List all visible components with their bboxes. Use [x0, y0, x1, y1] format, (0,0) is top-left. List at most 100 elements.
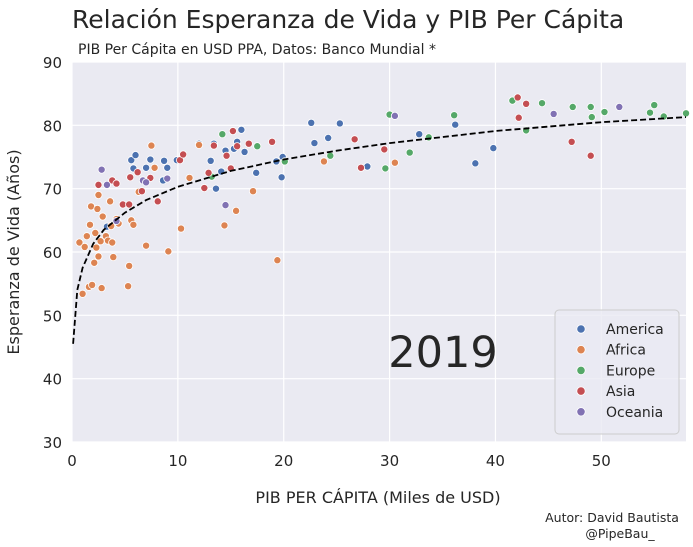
x-tick-label: 0 [67, 452, 77, 470]
y-tick-label: 80 [43, 117, 62, 135]
chart-title: Relación Esperanza de Vida y PIB Per Cáp… [72, 5, 624, 34]
point-asia [357, 163, 366, 172]
y-tick-label: 90 [43, 54, 62, 72]
point-africa [129, 220, 138, 229]
point-america [131, 151, 140, 160]
point-europe [450, 111, 459, 120]
y-tick-label: 60 [43, 244, 62, 262]
legend-label-africa: Africa [606, 343, 646, 359]
point-america [277, 173, 286, 182]
y-tick-label: 70 [43, 181, 62, 199]
x-tick-label: 40 [486, 452, 505, 470]
point-asia [94, 180, 103, 189]
point-oceania [615, 102, 624, 111]
point-africa [177, 224, 186, 233]
x-tick-label: 10 [168, 452, 187, 470]
point-africa [88, 280, 97, 289]
point-oceania [97, 165, 106, 174]
point-asia [222, 151, 231, 160]
point-europe [682, 109, 691, 118]
point-europe [424, 133, 433, 142]
point-africa [147, 141, 156, 150]
point-america [324, 133, 333, 142]
point-asia [380, 145, 389, 154]
point-asia [209, 141, 218, 150]
point-oceania [549, 109, 558, 118]
point-africa [185, 173, 194, 182]
point-asia [126, 173, 135, 182]
point-africa [390, 158, 399, 167]
chart-subtitle: PIB Per Cápita en USD PPA, Datos: Banco … [78, 42, 436, 58]
y-tick-label: 50 [43, 307, 62, 325]
credit-handle: @PipeBau_ [585, 526, 655, 541]
point-africa [220, 221, 229, 230]
point-africa [125, 261, 134, 270]
point-asia [350, 135, 359, 144]
point-africa [85, 220, 94, 229]
point-africa [319, 157, 328, 166]
point-africa [98, 212, 107, 221]
point-oceania [163, 174, 172, 183]
point-africa [92, 243, 101, 252]
x-tick-label: 50 [592, 452, 611, 470]
point-america [211, 184, 220, 193]
point-africa [93, 204, 102, 213]
point-europe [218, 130, 227, 139]
point-europe [586, 102, 595, 111]
point-africa [249, 187, 258, 196]
legend-marker-europe [576, 365, 586, 375]
point-america [252, 168, 261, 177]
point-europe [381, 164, 390, 173]
point-america [146, 155, 155, 164]
point-asia [228, 127, 237, 136]
point-africa [75, 238, 84, 247]
point-asia [179, 150, 188, 159]
point-america [471, 159, 480, 168]
x-tick-label: 20 [274, 452, 293, 470]
point-europe [646, 108, 655, 117]
point-africa [108, 238, 117, 247]
year-label: 2019 [388, 328, 497, 378]
point-africa [106, 197, 115, 206]
legend-marker-africa [576, 345, 586, 355]
point-america [489, 144, 498, 153]
point-asia [153, 197, 162, 206]
point-europe [650, 101, 659, 110]
legend-label-america: America [606, 322, 664, 338]
point-oceania [102, 180, 111, 189]
point-oceania [390, 111, 399, 120]
point-africa [195, 140, 204, 149]
legend-box [554, 309, 680, 435]
point-asia [586, 151, 595, 160]
point-europe [587, 113, 596, 122]
point-europe [253, 142, 262, 151]
point-america [163, 163, 172, 172]
legend-marker-asia [576, 386, 586, 396]
point-africa [232, 206, 241, 215]
legend-marker-america [576, 324, 586, 334]
y-tick-label: 30 [43, 434, 62, 452]
point-oceania [142, 178, 151, 187]
point-africa [273, 256, 282, 265]
point-asia [513, 93, 522, 102]
x-tick-label: 30 [380, 452, 399, 470]
point-asia [125, 200, 134, 209]
legend: America Africa Europe Asia Oceania [554, 309, 680, 435]
point-america [142, 163, 151, 172]
point-africa [142, 241, 151, 250]
legend-marker-oceania [576, 407, 586, 417]
point-america [127, 156, 136, 165]
point-africa [80, 242, 89, 251]
point-america [237, 125, 246, 134]
y-axis-label: Esperanza de Vida (Años) [4, 149, 23, 354]
point-asia [200, 184, 209, 193]
point-america [160, 156, 169, 165]
legend-label-europe: Europe [606, 363, 655, 379]
point-africa [164, 247, 173, 256]
point-africa [78, 289, 87, 298]
point-america [335, 119, 344, 128]
point-africa [90, 258, 99, 267]
point-america [451, 120, 460, 129]
trend-line [72, 116, 687, 344]
